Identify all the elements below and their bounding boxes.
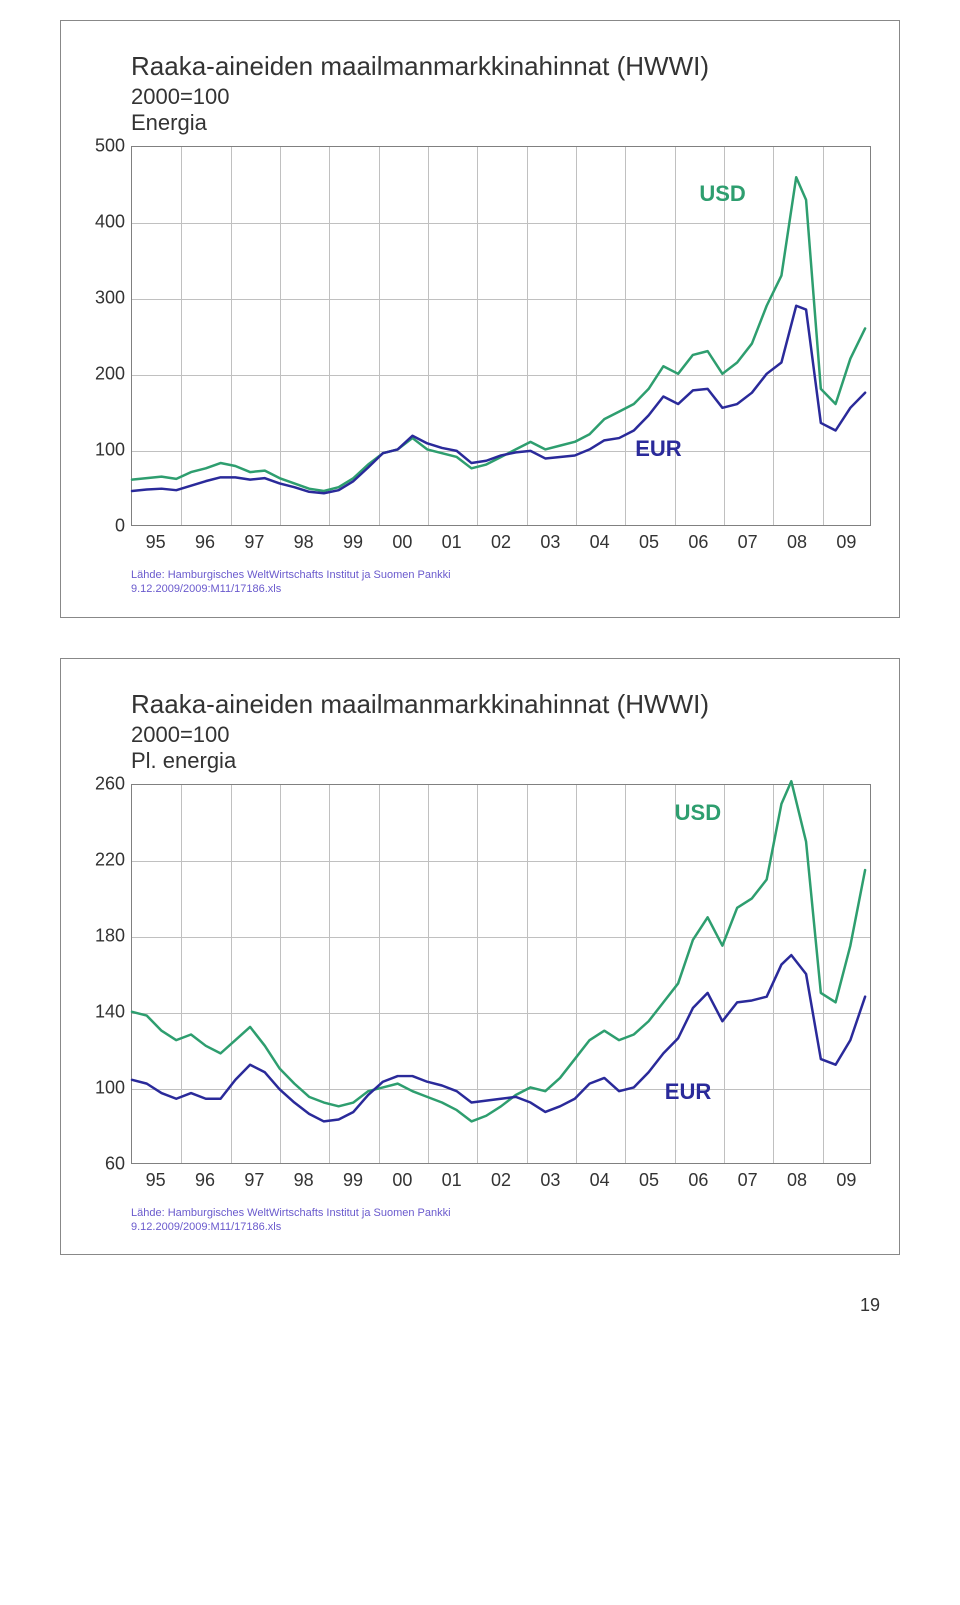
x-tick-label: 01 — [442, 532, 462, 553]
chart-2-frame: Raaka-aineiden maailmanmarkkinahinnat (H… — [60, 658, 900, 1256]
x-tick-label: 00 — [392, 532, 412, 553]
x-tick-label: 07 — [738, 532, 758, 553]
chart-2-source-line1: Lähde: Hamburgisches WeltWirtschafts Ins… — [131, 1206, 869, 1220]
x-tick-label: 03 — [540, 1170, 560, 1191]
chart-1-frame: Raaka-aineiden maailmanmarkkinahinnat (H… — [60, 20, 900, 618]
y-tick-label: 400 — [95, 212, 125, 233]
x-tick-label: 05 — [639, 1170, 659, 1191]
x-tick-label: 97 — [244, 532, 264, 553]
y-tick-label: 60 — [105, 1153, 125, 1174]
x-tick-label: 95 — [146, 532, 166, 553]
x-tick-label: 97 — [244, 1170, 264, 1191]
series-line-eur — [132, 955, 865, 1121]
x-tick-label: 01 — [442, 1170, 462, 1191]
x-tick-label: 99 — [343, 532, 363, 553]
x-tick-label: 09 — [836, 532, 856, 553]
x-tick-label: 99 — [343, 1170, 363, 1191]
x-tick-label: 09 — [836, 1170, 856, 1191]
y-tick-label: 140 — [95, 1001, 125, 1022]
series-line-usd — [132, 177, 865, 491]
chart-2-plot-area: USDEUR — [131, 784, 871, 1164]
chart-1-title: Raaka-aineiden maailmanmarkkinahinnat (H… — [131, 51, 869, 82]
y-tick-label: 300 — [95, 288, 125, 309]
chart-2-title: Raaka-aineiden maailmanmarkkinahinnat (H… — [131, 689, 869, 720]
chart-2-sub1: 2000=100 — [131, 722, 869, 748]
page-number: 19 — [60, 1295, 900, 1316]
chart-2-sub2: Pl. energia — [131, 748, 869, 774]
x-tick-label: 08 — [787, 532, 807, 553]
x-tick-label: 04 — [590, 532, 610, 553]
chart-1-source: Lähde: Hamburgisches WeltWirtschafts Ins… — [131, 568, 869, 597]
chart-1-source-line2: 9.12.2009/2009:M11/17186.xls — [131, 582, 869, 596]
x-tick-label: 98 — [294, 532, 314, 553]
y-tick-label: 500 — [95, 136, 125, 157]
y-tick-label: 180 — [95, 925, 125, 946]
chart-2-plot-wrap: 60100140180220260 USDEUR 959697989900010… — [131, 784, 871, 1200]
y-tick-label: 100 — [95, 440, 125, 461]
chart-2-source-line2: 9.12.2009/2009:M11/17186.xls — [131, 1220, 869, 1234]
chart-series-svg — [132, 785, 870, 1163]
x-tick-label: 02 — [491, 1170, 511, 1191]
x-tick-label: 96 — [195, 1170, 215, 1191]
x-tick-label: 03 — [540, 532, 560, 553]
x-tick-label: 96 — [195, 532, 215, 553]
chart-1-plot-area: USDEUR — [131, 146, 871, 526]
x-tick-label: 02 — [491, 532, 511, 553]
chart-series-svg — [132, 147, 870, 525]
chart-2-xaxis: 95 96 97 98 99 00 01 02 03 04 05 06 07 08 09 — [131, 1170, 871, 1200]
x-tick-label: 08 — [787, 1170, 807, 1191]
y-tick-label: 100 — [95, 1077, 125, 1098]
x-tick-label: 07 — [738, 1170, 758, 1191]
x-tick-label: 95 — [146, 1170, 166, 1191]
y-tick-label: 220 — [95, 849, 125, 870]
y-tick-label: 260 — [95, 773, 125, 794]
x-tick-label: 06 — [688, 1170, 708, 1191]
x-tick-label: 98 — [294, 1170, 314, 1191]
page: Raaka-aineiden maailmanmarkkinahinnat (H… — [0, 0, 960, 1346]
chart-2-source: Lähde: Hamburgisches WeltWirtschafts Ins… — [131, 1206, 869, 1235]
x-tick-label: 04 — [590, 1170, 610, 1191]
chart-1-sub2: Energia — [131, 110, 869, 136]
y-tick-label: 200 — [95, 364, 125, 385]
chart-2-yaxis: 60100140180220260 — [81, 784, 129, 1164]
x-tick-label: 05 — [639, 532, 659, 553]
x-tick-label: 00 — [392, 1170, 412, 1191]
chart-1-source-line1: Lähde: Hamburgisches WeltWirtschafts Ins… — [131, 568, 869, 582]
y-tick-label: 0 — [115, 516, 125, 537]
chart-1-plot-wrap: 0100200300400500 USDEUR 9596979899000102… — [131, 146, 871, 562]
x-tick-label: 06 — [688, 532, 708, 553]
chart-1-sub1: 2000=100 — [131, 84, 869, 110]
series-line-usd — [132, 781, 865, 1121]
chart-1-xaxis: 95 96 97 98 99 00 01 02 03 04 05 06 07 08 09 — [131, 532, 871, 562]
chart-1-yaxis: 0100200300400500 — [81, 146, 129, 526]
